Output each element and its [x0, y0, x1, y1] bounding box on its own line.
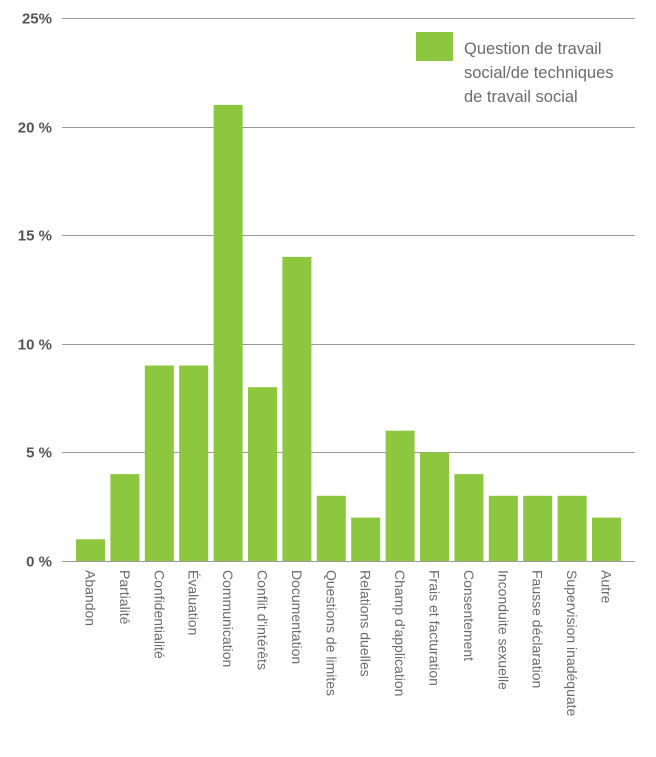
- x-tick-label: Inconduite sexuelle: [495, 570, 511, 690]
- bar: [557, 495, 587, 561]
- x-tick-label: Consentement: [461, 570, 477, 661]
- x-tick-label: Abandon: [83, 570, 99, 626]
- bar: [76, 539, 105, 561]
- bar: [179, 365, 209, 561]
- y-tick-label: 10 %: [18, 337, 52, 354]
- x-tick-label: Communication: [220, 570, 236, 667]
- x-tick-label: Confidentialité: [151, 570, 167, 659]
- y-tick-label: 0 %: [26, 554, 52, 571]
- x-tick-label: Évaluation: [186, 570, 202, 635]
- bar-series: [76, 104, 621, 562]
- bar: [213, 104, 243, 562]
- x-tick-label: Relations duelles: [358, 570, 374, 677]
- y-tick-label: 15 %: [18, 228, 52, 245]
- y-axis-tick-labels: 0 % 5 % 10 % 15 % 20 % 25%: [18, 11, 52, 571]
- bar: [523, 495, 553, 561]
- legend-label-line-1: Question de travail: [464, 40, 602, 58]
- x-axis-tick-labels: Abandon Partialité Confidentialité Évaluati…: [83, 570, 615, 717]
- x-tick-label: Partialité: [117, 570, 133, 625]
- bar: [351, 517, 381, 561]
- legend-label-line-3: de travail social: [464, 88, 578, 106]
- x-tick-label: Fausse déclaration: [530, 570, 546, 688]
- x-tick-label: Questions de limites: [323, 570, 339, 696]
- x-tick-label: Autre: [599, 570, 615, 604]
- bar: [316, 495, 346, 561]
- bar: [282, 256, 312, 561]
- bar: [110, 474, 140, 561]
- bar: [144, 365, 174, 561]
- bar: [385, 430, 415, 561]
- x-tick-label: Champ d'application: [392, 570, 408, 696]
- x-tick-label: Frais et facturation: [427, 570, 443, 686]
- bar: [454, 474, 484, 561]
- y-tick-label: 25%: [22, 11, 52, 28]
- x-tick-label: Documentation: [289, 570, 305, 664]
- bar: [488, 495, 518, 561]
- bar: [592, 517, 621, 561]
- bar: [248, 387, 277, 561]
- y-tick-label: 5 %: [26, 445, 52, 462]
- y-tick-label: 20 %: [18, 120, 52, 137]
- legend-swatch: [416, 32, 453, 61]
- x-tick-label: Conflit d'intérêts: [255, 570, 271, 670]
- x-tick-label: Supervision inadéquate: [564, 570, 580, 717]
- legend: Question de travail social/de techniques…: [416, 32, 614, 106]
- bar: [420, 452, 449, 561]
- legend-label-line-2: social/de techniques: [464, 64, 614, 82]
